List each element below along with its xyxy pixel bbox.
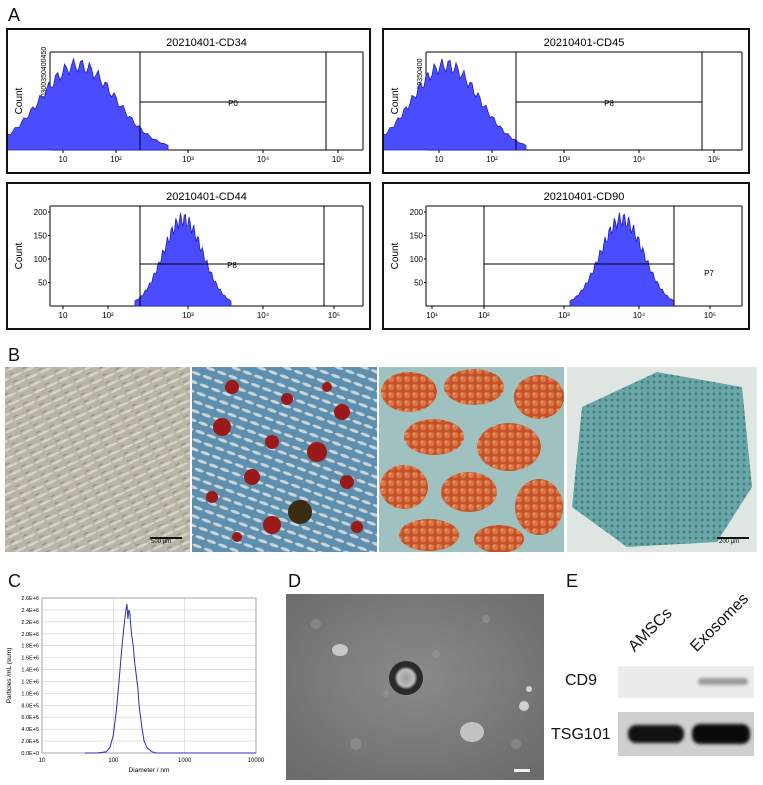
series-line xyxy=(84,603,256,754)
micrograph-osteogenic-stain xyxy=(192,367,377,552)
y-tick-label: 6.0E+5 xyxy=(21,715,39,721)
flow-y-tick: 200 xyxy=(410,208,424,217)
y-tick-label: 4.0E+5 xyxy=(21,727,39,733)
y-tick-label: 0.0E+0 xyxy=(21,751,39,757)
flow-x-tick: 10⁵ xyxy=(704,311,716,320)
wb-column-label-amscs: AMSCs xyxy=(625,604,676,656)
wb-blot-tsg101 xyxy=(618,712,754,756)
flow-svg: 20210401-CD45Count5010015020025030035040… xyxy=(384,37,743,164)
flow-y-tick: 100 xyxy=(34,255,48,264)
y-axis-label: Particles /mL (sum) xyxy=(6,648,13,704)
scale-bar-label: 500 μm xyxy=(151,539,172,545)
wb-blot-cd9 xyxy=(618,666,754,698)
flow-x-tick: 10⁵ xyxy=(708,155,720,164)
flow-x-tick: 10 xyxy=(59,155,68,164)
flow-y-label: Count xyxy=(14,242,25,269)
flow-x-tick: 10⁴ xyxy=(633,155,646,164)
flow-plot-cd45: 20210401-CD45Count5010015020025030035040… xyxy=(382,28,750,174)
flow-x-tick: 10² xyxy=(478,311,490,320)
flow-y-tick: 50 xyxy=(414,279,423,288)
panel-label-b: B xyxy=(8,345,21,365)
flow-y-tick: 150 xyxy=(34,232,48,241)
x-axis-label: Diameter / nm xyxy=(129,767,170,774)
flow-plot-cd34: 20210401-CD34Count5010015020025030035040… xyxy=(6,28,371,174)
flow-gate-label: P7 xyxy=(704,269,714,278)
flow-x-tick: 10⁴ xyxy=(257,311,270,320)
flow-gate-label: P8 xyxy=(604,99,614,108)
flow-plot-cd44: 20210401-CD44 Count 50 100 150 200 10 10² 10³ 10⁴… xyxy=(6,182,371,330)
panel-label-c: C xyxy=(8,571,21,591)
flow-x-tick: 10¹ xyxy=(426,311,438,320)
flow-plot-cd90: 20210401-CD90 Count 50 100 150 200 10¹ 10² 10³ 10… xyxy=(382,182,750,330)
y-tick-label: 2.0E+5 xyxy=(21,739,39,745)
flow-title: 20210401-CD44 xyxy=(166,191,247,203)
flow-title: 20210401-CD90 xyxy=(544,191,625,203)
calcium-nodules xyxy=(206,380,363,542)
flow-x-tick: 10⁴ xyxy=(257,155,270,164)
micrograph-adipogenic-stain xyxy=(379,367,564,552)
y-tick-label: 2.2E+6 xyxy=(21,620,39,626)
flow-x-tick: 10² xyxy=(102,311,114,320)
tem-image xyxy=(286,594,544,780)
flow-title: 20210401-CD34 xyxy=(166,37,247,49)
flow-x-tick: 10⁴ xyxy=(633,311,646,320)
nta-size-distribution-chart: 0.0E+0 2.0E+5 4.0E+5 6.0E+5 8.0E+5 1.0E+6 1.2E… xyxy=(6,596,265,774)
flow-x-tick: 10³ xyxy=(558,311,570,320)
flow-y-tick: 200 xyxy=(34,208,48,217)
y-tick-label: 8.0E+5 xyxy=(21,703,39,709)
panel-label-d: D xyxy=(288,571,301,591)
flow-y-tick: 100 xyxy=(410,255,424,264)
flow-svg: 20210401-CD90 Count 50 100 150 200 10¹ 10² 10³ 10… xyxy=(390,191,743,320)
flow-title: 20210401-CD45 xyxy=(544,37,625,49)
x-tick-label: 1000 xyxy=(178,758,192,764)
x-tick-label: 100 xyxy=(108,758,119,764)
flow-y-label: Count xyxy=(390,87,401,114)
wb-band-tsg101-exosomes xyxy=(692,724,750,744)
y-tick-label: 1.8E+6 xyxy=(21,644,39,650)
wb-row-label-tsg101: TSG101 xyxy=(551,726,611,743)
x-tick-label: 10 xyxy=(39,758,46,764)
flow-gate-label: P0 xyxy=(228,99,238,108)
flow-x-tick: 10³ xyxy=(558,155,570,164)
flow-svg: 20210401-CD44 Count 50 100 150 200 10 10² 10³ 10⁴… xyxy=(14,191,364,320)
flow-x-tick: 10⁵ xyxy=(328,311,340,320)
y-tick-label: 1.0E+6 xyxy=(21,691,39,697)
flow-y-label: Count xyxy=(14,87,25,114)
wb-band-tsg101-amscs xyxy=(628,725,684,743)
flow-x-tick: 10 xyxy=(435,155,444,164)
wb-band-cd9-exosomes xyxy=(698,678,748,685)
flow-x-tick: 10³ xyxy=(182,311,194,320)
flow-histogram xyxy=(8,57,169,151)
y-tick-label: 2.0E+6 xyxy=(21,632,39,638)
panel-label-e: E xyxy=(566,571,579,591)
lipid-clusters xyxy=(380,369,564,552)
panel-label-a: A xyxy=(8,5,21,25)
flow-histogram xyxy=(134,212,232,307)
micrograph-amsc-culture: 500 μm xyxy=(5,367,190,552)
scale-bar-label: 200 μm xyxy=(719,539,740,545)
flow-gate-label: P8 xyxy=(227,261,237,270)
flow-x-tick: 10 xyxy=(59,311,68,320)
flow-histogram xyxy=(384,58,527,151)
y-tick-label: 1.2E+6 xyxy=(21,679,39,685)
flow-svg: 20210401-CD34Count5010015020025030035040… xyxy=(8,37,364,164)
flow-y-tick: 50 xyxy=(38,279,47,288)
flow-x-tick: 10² xyxy=(486,155,498,164)
flow-histogram xyxy=(569,212,675,307)
y-tick-label: 1.6E+6 xyxy=(21,656,39,662)
flow-y-label: Count xyxy=(390,242,401,269)
flow-y-tick: 150 xyxy=(410,232,424,241)
flow-x-tick: 10³ xyxy=(182,155,194,164)
y-tick-label: 2.4E+6 xyxy=(21,608,39,614)
wb-row-label-cd9: CD9 xyxy=(565,672,598,689)
wb-column-label-exosomes: Exosomes xyxy=(687,590,753,656)
micrograph-chondrogenic-stain: 200 μm xyxy=(567,367,757,552)
flow-x-tick: 10² xyxy=(110,155,122,164)
flow-x-tick: 10⁵ xyxy=(332,155,344,164)
y-tick-label: 2.6E+6 xyxy=(21,596,39,602)
x-tick-label: 10000 xyxy=(248,758,265,764)
y-tick-label: 1.4E+6 xyxy=(21,668,39,674)
